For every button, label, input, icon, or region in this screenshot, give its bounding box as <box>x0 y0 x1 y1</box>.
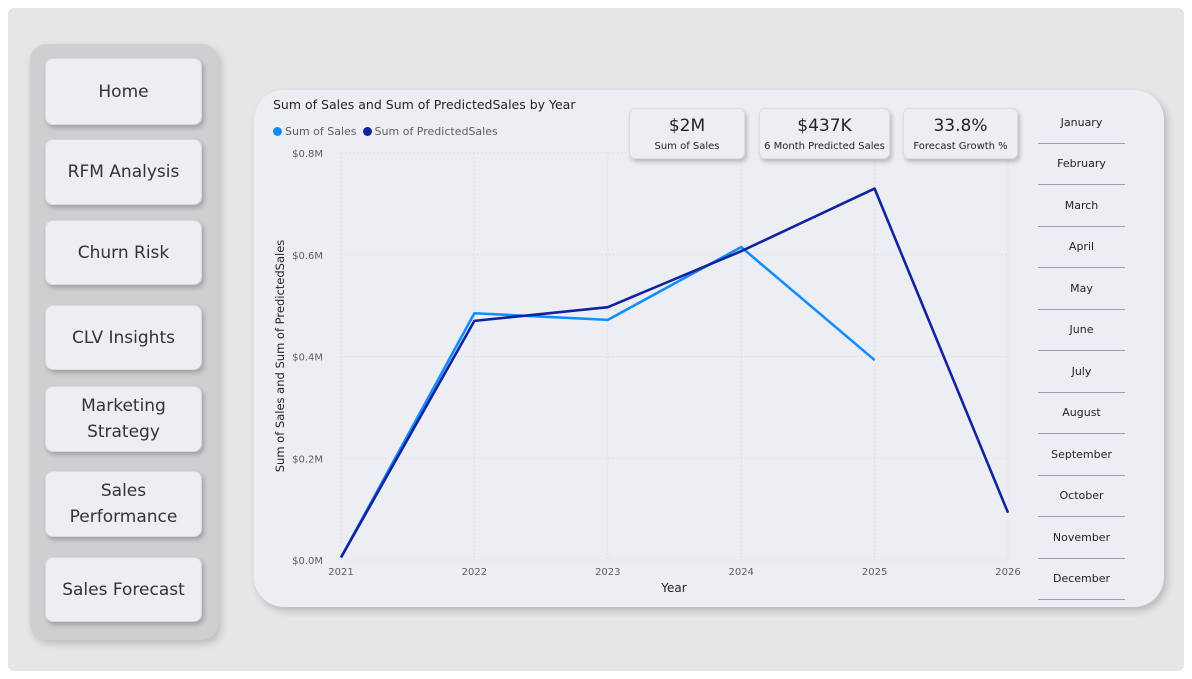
month-item-september[interactable]: September <box>1038 434 1125 476</box>
nav-home-button[interactable]: Home <box>45 58 202 125</box>
month-item-june[interactable]: June <box>1038 310 1125 351</box>
chart-legend: Sum of Sales Sum of PredictedSales <box>273 125 498 138</box>
legend-sales-marker <box>273 127 282 136</box>
series-line-sum-of-sales[interactable] <box>339 245 876 559</box>
month-slicer: January February March April May June Ju… <box>1038 102 1125 600</box>
nav-sales-forecast-label: Sales Forecast <box>62 579 185 600</box>
nav-sales-performance-label: Sales Performance <box>69 481 178 527</box>
kpi-value: $437K <box>797 116 852 136</box>
month-item-december[interactable]: December <box>1038 559 1125 600</box>
kpi-label: Forecast Growth % <box>913 141 1008 152</box>
kpi-label: Sum of Sales <box>654 141 720 152</box>
month-item-march[interactable]: March <box>1038 185 1125 227</box>
y-axis-title: Sum of Sales and Sum of PredictedSales <box>273 240 287 473</box>
legend-predicted-marker <box>362 127 372 136</box>
legend-item-predicted[interactable]: Sum of PredictedSales <box>362 125 498 138</box>
kpi-value: $2M <box>668 116 706 136</box>
x-tick-label: 2026 <box>995 567 1020 578</box>
kpi-card-sum-of-sales: $2M Sum of Sales <box>629 108 745 159</box>
y-tick-label: $0.4M <box>292 353 323 364</box>
x-axis-title: Year <box>660 581 686 595</box>
legend-item-sales[interactable]: Sum of Sales <box>273 125 357 138</box>
x-tick-label: 2021 <box>328 567 353 578</box>
y-tick-label: $0.8M <box>292 149 323 160</box>
nav-churn-risk-button[interactable]: Churn Risk <box>45 220 202 285</box>
kpi-card-predicted-sales: $437K 6 Month Predicted Sales <box>759 108 890 159</box>
nav-sales-performance-button[interactable]: Sales Performance <box>45 471 202 537</box>
x-tick-label: 2024 <box>728 567 753 578</box>
nav-rfm-analysis-label: RFM Analysis <box>67 162 180 182</box>
month-item-november[interactable]: November <box>1038 517 1125 559</box>
legend-sales-label: Sum of Sales <box>285 125 357 138</box>
x-tick-label: 2025 <box>862 567 887 578</box>
x-tick-label: 2023 <box>595 567 620 578</box>
month-item-may[interactable]: May <box>1038 268 1125 310</box>
legend-predicted-label: Sum of PredictedSales <box>374 125 498 138</box>
nav-churn-risk-label: Churn Risk <box>77 242 170 263</box>
y-tick-label: $0.6M <box>292 251 323 262</box>
month-item-january[interactable]: January <box>1038 102 1125 144</box>
kpi-label: 6 Month Predicted Sales <box>764 141 885 152</box>
nav-clv-insights-button[interactable]: CLV Insights <box>45 305 202 370</box>
y-tick-label: $0.0M <box>292 556 323 567</box>
nav-clv-insights-label: CLV Insights <box>72 327 175 348</box>
month-item-october[interactable]: October <box>1038 476 1125 517</box>
nav-marketing-strategy-label: Marketing Strategy <box>81 396 166 442</box>
month-item-february[interactable]: February <box>1038 144 1125 185</box>
x-tick-label: 2022 <box>462 567 487 578</box>
nav-home-label: Home <box>98 81 149 102</box>
chart-card <box>254 90 1164 607</box>
nav-rfm-analysis-button[interactable]: RFM Analysis <box>45 139 202 205</box>
kpi-card-forecast-growth: 33.8% Forecast Growth % <box>903 108 1018 159</box>
chart-title: Sum of Sales and Sum of PredictedSales b… <box>273 97 576 112</box>
nav-marketing-strategy-button[interactable]: Marketing Strategy <box>45 386 202 452</box>
y-tick-label: $0.2M <box>292 454 323 465</box>
month-item-july[interactable]: July <box>1038 351 1125 393</box>
nav-sales-forecast-button[interactable]: Sales Forecast <box>45 557 202 622</box>
series-line-sum-of-predictedsales[interactable] <box>339 187 1010 559</box>
month-item-april[interactable]: April <box>1038 227 1125 268</box>
month-item-august[interactable]: August <box>1038 393 1125 434</box>
kpi-value: 33.8% <box>933 116 988 136</box>
